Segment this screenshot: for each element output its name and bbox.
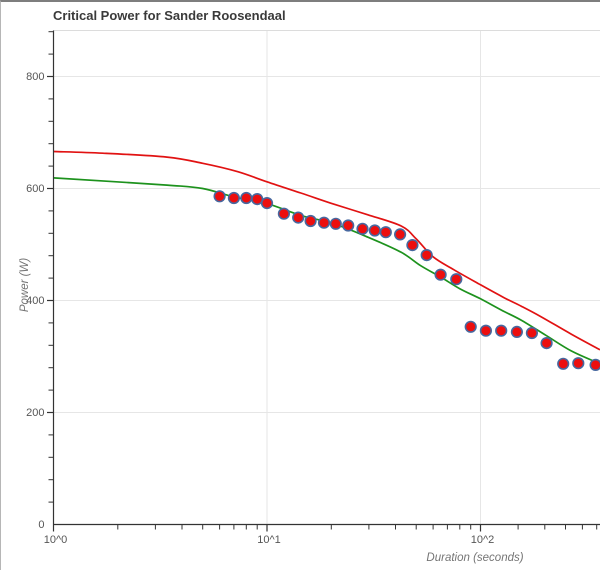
data-point <box>541 338 552 349</box>
data-point <box>319 217 330 228</box>
data-point <box>293 212 304 223</box>
data-point <box>421 250 432 261</box>
y-gridlines <box>54 77 600 413</box>
data-point <box>590 360 600 371</box>
data-point <box>496 325 507 336</box>
data-point <box>262 198 273 209</box>
y-tick-label: 0 <box>38 519 44 531</box>
data-point <box>305 216 316 227</box>
data-point <box>527 328 538 339</box>
data-point <box>343 220 354 231</box>
data-point <box>512 327 523 338</box>
x-tick-label: 10^2 <box>471 534 495 546</box>
data-point <box>395 229 406 240</box>
data-point <box>451 274 462 285</box>
data-point <box>279 208 290 219</box>
data-point <box>573 358 584 369</box>
y-tick-label: 600 <box>26 183 44 195</box>
x-tick-label: 10^1 <box>257 534 281 546</box>
data-point <box>331 219 342 230</box>
y-tick-label: 800 <box>26 71 44 83</box>
y-ticks <box>47 32 54 502</box>
y-axis-title: Power (W) <box>19 258 31 312</box>
scatter-points <box>214 191 600 370</box>
x-ticks <box>54 525 597 532</box>
data-point <box>214 191 225 202</box>
data-point <box>481 325 492 336</box>
data-point <box>558 359 569 370</box>
x-axis-title: Duration (seconds) <box>426 552 523 564</box>
data-point <box>241 193 252 204</box>
data-point <box>465 322 476 333</box>
data-point <box>357 224 368 235</box>
x-tick-labels: 10^0 10^1 10^2 <box>44 534 495 546</box>
y-tick-label: 200 <box>26 407 44 419</box>
x-gridlines <box>267 31 481 525</box>
data-point <box>435 269 446 280</box>
cp-model-red-curve <box>54 152 600 350</box>
data-point <box>407 240 418 251</box>
data-point <box>381 227 392 238</box>
x-tick-label: 10^0 <box>44 534 68 546</box>
data-point <box>229 193 240 204</box>
data-point <box>370 225 381 236</box>
